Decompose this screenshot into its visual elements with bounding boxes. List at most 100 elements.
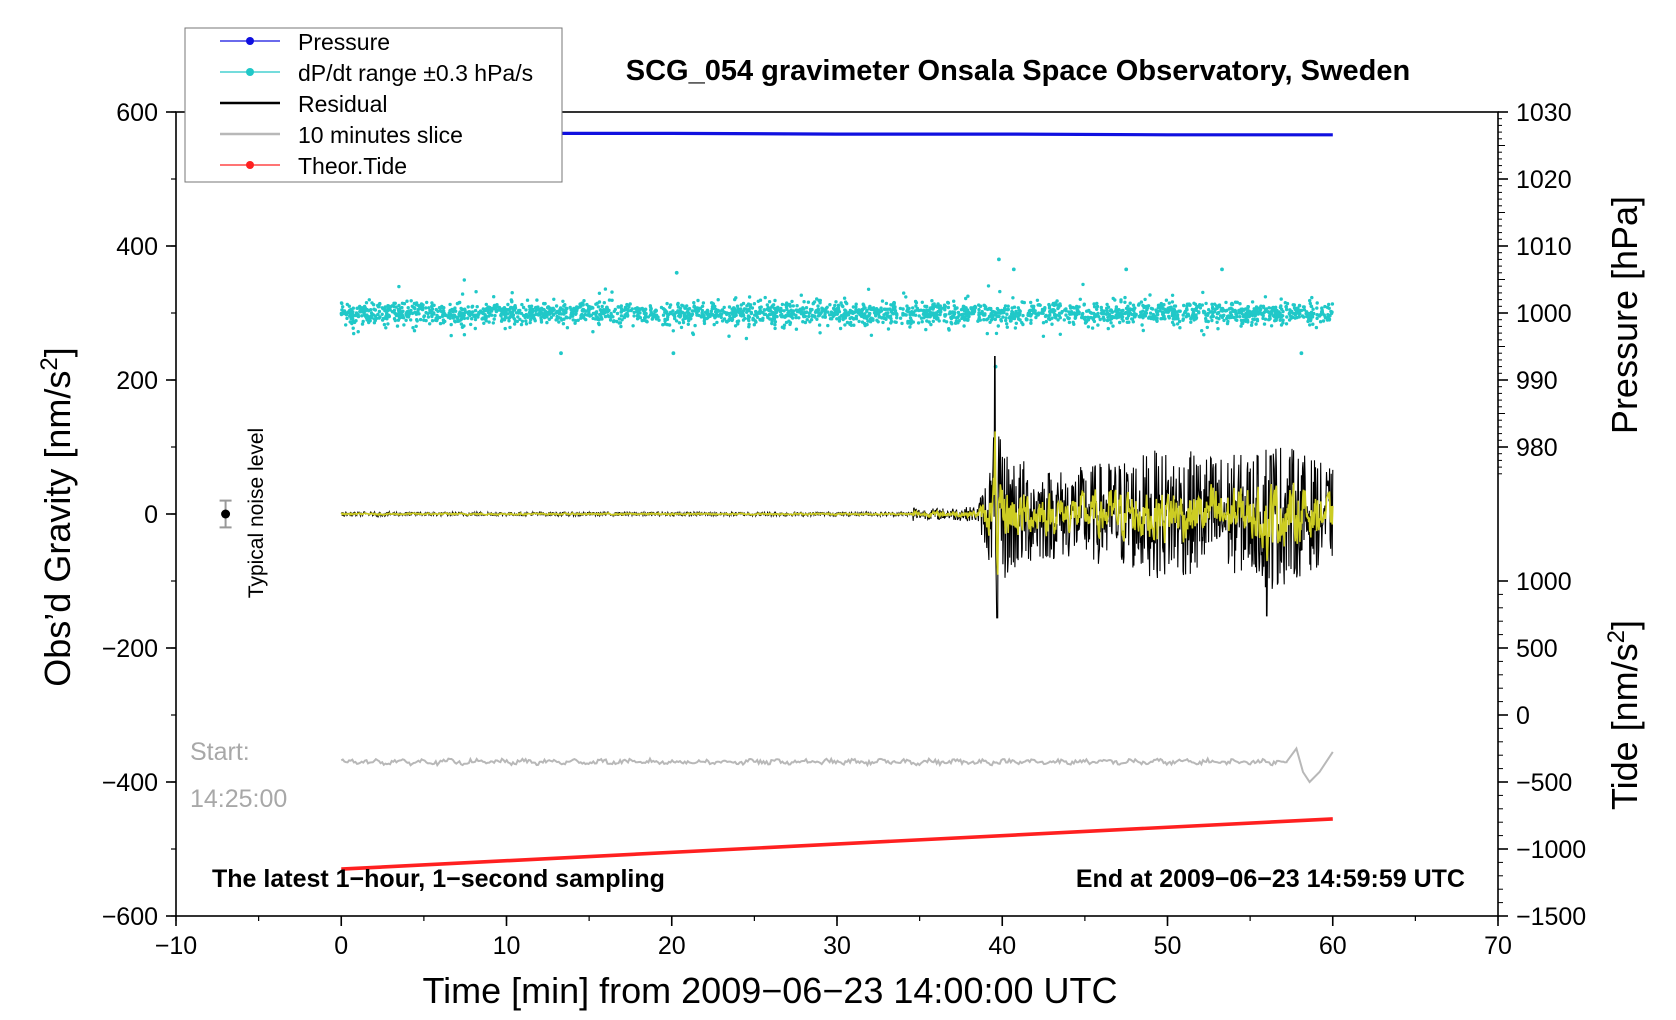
dpdt-point — [998, 311, 1003, 315]
x-tick-label: 30 — [823, 932, 851, 960]
dpdt-point — [492, 295, 496, 299]
dpdt-point — [1007, 316, 1012, 320]
dpdt-point — [1259, 304, 1263, 308]
dpdt-point — [581, 314, 586, 318]
dpdt-point — [815, 297, 819, 301]
dpdt-point — [1156, 312, 1160, 317]
dpdt-point — [569, 307, 573, 312]
dpdt-point — [638, 316, 643, 320]
dpdt-point — [774, 307, 779, 312]
dpdt-point — [962, 324, 966, 328]
dpdt-point — [561, 322, 566, 326]
dpdt-point — [880, 316, 884, 320]
dpdt-point — [451, 316, 455, 320]
dpdt-point — [619, 314, 624, 318]
dpdt-point — [469, 322, 473, 327]
dpdt-point — [1223, 309, 1228, 313]
dpdt-point — [1155, 319, 1159, 323]
dpdt-point — [1200, 303, 1205, 307]
dpdt-point — [355, 306, 359, 310]
slice-line — [340, 746, 1334, 784]
dpdt-point — [1048, 317, 1052, 322]
dpdt-point — [1130, 312, 1134, 317]
dpdt-point — [785, 314, 789, 318]
dpdt-point — [1213, 309, 1217, 314]
dpdt-point — [644, 307, 648, 311]
residual-filtered-line — [340, 431, 1334, 575]
dpdt-point — [628, 302, 632, 306]
dpdt-point — [605, 307, 609, 311]
dpdt-point — [545, 320, 549, 325]
dpdt-point — [584, 309, 588, 313]
dpdt-point — [669, 310, 673, 315]
dpdt-point — [1075, 308, 1079, 312]
dpdt-point — [1148, 293, 1152, 297]
dpdt-point — [988, 320, 992, 324]
dpdt-point — [720, 312, 724, 316]
dpdt-point — [730, 307, 734, 311]
dpdt-point — [686, 322, 690, 326]
dpdt-point — [733, 308, 737, 312]
dpdt-point — [469, 310, 473, 315]
dpdt-point — [622, 308, 626, 312]
dpdt-point — [1269, 324, 1274, 328]
dpdt-point — [901, 311, 905, 316]
dpdt-point — [1080, 315, 1084, 320]
dpdt-point — [1284, 322, 1289, 326]
dpdt-point — [701, 314, 705, 318]
dpdt-point — [984, 318, 989, 322]
dpdt-point — [1318, 320, 1323, 324]
dpdt-point — [953, 307, 957, 311]
dpdt-point — [582, 299, 586, 303]
dpdt-point — [683, 306, 687, 310]
dpdt-point — [839, 314, 843, 318]
dpdt-point — [906, 321, 910, 325]
dpdt-point — [601, 312, 606, 316]
dpdt-point — [1027, 313, 1031, 317]
dpdt-point — [834, 300, 838, 304]
dpdt-point — [351, 314, 356, 318]
dpdt-point — [598, 308, 603, 312]
dpdt-point — [596, 321, 601, 326]
dpdt-point — [751, 316, 755, 321]
dpdt-point — [1215, 320, 1219, 324]
dpdt-point — [1111, 324, 1115, 328]
dpdt-point — [944, 320, 949, 324]
dpdt-point — [661, 323, 665, 327]
dpdt-point — [1264, 309, 1268, 314]
dpdt-outlier — [1011, 267, 1016, 272]
dpdt-point — [1167, 306, 1172, 310]
dpdt-point — [1284, 305, 1288, 309]
dpdt-point — [855, 309, 859, 313]
dpdt-point — [935, 305, 939, 309]
dpdt-point — [1030, 308, 1034, 312]
dpdt-point — [1094, 313, 1099, 317]
dpdt-point — [591, 316, 595, 321]
dpdt-point — [889, 303, 893, 307]
dpdt-point — [476, 315, 480, 319]
dpdt-point — [438, 315, 442, 320]
dpdt-point — [393, 301, 397, 305]
dpdt-point — [741, 318, 746, 322]
dpdt-point — [1096, 323, 1100, 327]
dpdt-point — [1062, 318, 1067, 322]
dpdt-point — [919, 308, 923, 312]
dpdt-point — [715, 313, 720, 318]
dpdt-point — [757, 310, 761, 314]
dpdt-point — [1057, 314, 1062, 318]
dpdt-point — [673, 314, 677, 319]
dpdt-point — [440, 314, 445, 318]
dpdt-point — [854, 302, 858, 306]
dpdt-point — [1050, 308, 1055, 312]
dpdt-point — [947, 327, 951, 331]
dpdt-point — [370, 316, 374, 320]
dpdt-point — [646, 315, 651, 319]
dpdt-point — [1004, 316, 1008, 320]
dpdt-point — [1123, 300, 1127, 304]
dpdt-point — [437, 306, 442, 310]
dpdt-point — [1181, 318, 1185, 322]
dpdt-point — [369, 311, 374, 315]
left-tick-label: −600 — [102, 903, 158, 931]
dpdt-point — [828, 303, 832, 307]
dpdt-point — [402, 323, 406, 327]
